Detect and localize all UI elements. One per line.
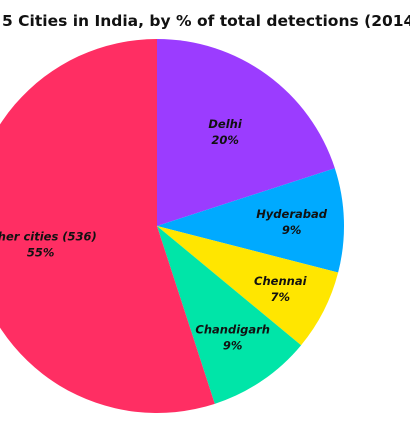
- pie-slice-chandigarh: [157, 226, 302, 404]
- slice-value-label: 9%: [223, 338, 243, 352]
- slice-value-label: 55%: [27, 245, 55, 259]
- pie-slice-delhi: [157, 39, 335, 226]
- pie-slice-other: [0, 39, 215, 413]
- pie-slice-hyderabad: [157, 168, 345, 273]
- slice-value-label: 7%: [271, 290, 291, 304]
- pie-slice-chennai: [157, 226, 339, 346]
- slice-value-label: 20%: [211, 133, 239, 147]
- chart-title: 5 Cities in India, by % of total detecti…: [2, 12, 410, 30]
- slice-label: Hyderabad: [256, 207, 328, 221]
- slice-value-label: 9%: [282, 223, 302, 237]
- slice-label: Delhi: [208, 117, 242, 131]
- slice-label: Chennai: [254, 274, 308, 288]
- slice-label: other cities (536): [0, 229, 97, 243]
- slice-label: Chandigarh: [195, 322, 270, 336]
